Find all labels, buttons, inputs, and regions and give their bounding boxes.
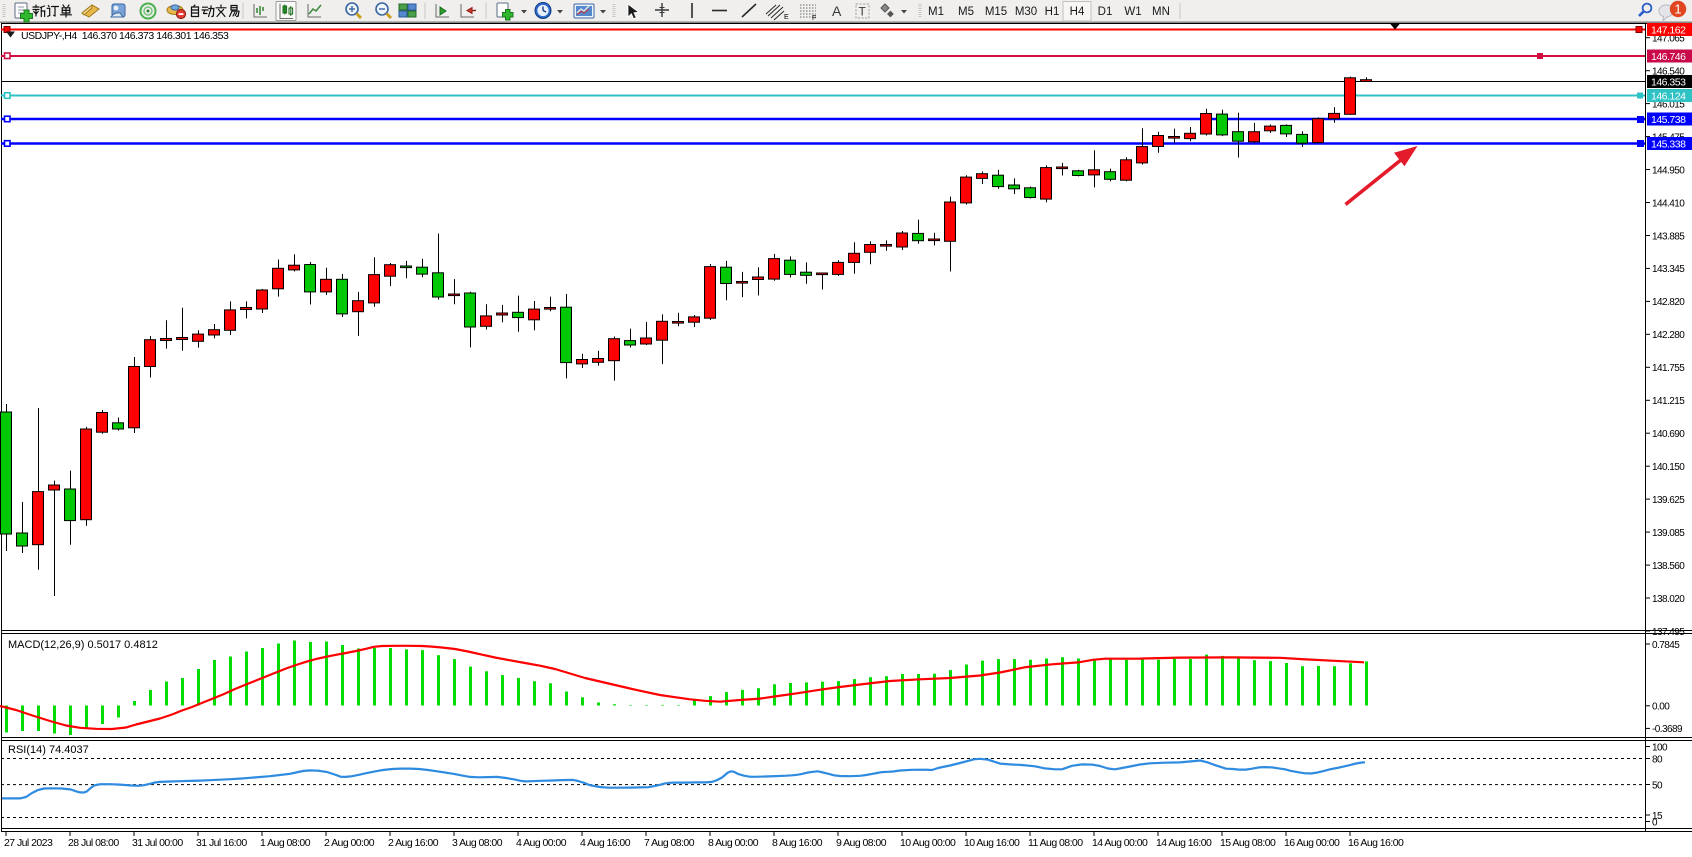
svg-text:145.738: 145.738 — [1651, 114, 1686, 126]
svg-text:3 Aug 08:00: 3 Aug 08:00 — [452, 837, 503, 849]
svg-text:146.353: 146.353 — [1651, 77, 1686, 89]
svg-text:138.560: 138.560 — [1652, 561, 1685, 572]
svg-text:144.950: 144.950 — [1652, 165, 1685, 176]
svg-text:H1: H1 — [1045, 6, 1060, 18]
svg-text:144.410: 144.410 — [1652, 198, 1685, 209]
svg-text:143.345: 143.345 — [1652, 264, 1685, 275]
svg-text:1: 1 — [1674, 2, 1681, 17]
svg-text:143.885: 143.885 — [1652, 231, 1685, 242]
svg-text:146.015: 146.015 — [1652, 99, 1685, 110]
svg-text:M30: M30 — [1015, 6, 1037, 18]
svg-text:141.755: 141.755 — [1652, 363, 1685, 374]
svg-text:139.625: 139.625 — [1652, 495, 1685, 506]
svg-text:15: 15 — [1652, 811, 1663, 822]
svg-text:0.00: 0.00 — [1652, 702, 1670, 713]
svg-text:2 Aug 00:00: 2 Aug 00:00 — [324, 837, 375, 849]
svg-text:15 Aug 08:00: 15 Aug 08:00 — [1220, 837, 1276, 849]
svg-text:10 Aug 00:00: 10 Aug 00:00 — [900, 837, 956, 849]
svg-text:-0.3689: -0.3689 — [1652, 724, 1683, 735]
svg-text:8 Aug 00:00: 8 Aug 00:00 — [708, 837, 759, 849]
svg-text:MACD(12,26,9) 0.5017 0.4812: MACD(12,26,9) 0.5017 0.4812 — [8, 639, 158, 651]
svg-text:137.495: 137.495 — [1652, 627, 1685, 638]
svg-text:50: 50 — [1652, 780, 1663, 791]
svg-text:145.338: 145.338 — [1651, 139, 1686, 151]
svg-text:100: 100 — [1652, 742, 1668, 753]
svg-text:0.7845: 0.7845 — [1652, 640, 1680, 651]
svg-text:0: 0 — [1652, 817, 1658, 828]
svg-text:146.124: 146.124 — [1651, 91, 1686, 103]
svg-text:80: 80 — [1652, 754, 1663, 765]
svg-text:11 Aug 08:00: 11 Aug 08:00 — [1028, 837, 1083, 849]
svg-text:M5: M5 — [958, 6, 974, 18]
svg-text:7 Aug 08:00: 7 Aug 08:00 — [644, 837, 695, 849]
svg-text:140.690: 140.690 — [1652, 429, 1685, 440]
svg-text:139.085: 139.085 — [1652, 528, 1685, 539]
svg-text:W1: W1 — [1124, 6, 1141, 18]
svg-text:31 Jul 16:00: 31 Jul 16:00 — [196, 837, 247, 849]
svg-text:M1: M1 — [928, 6, 944, 18]
svg-text:140.150: 140.150 — [1652, 462, 1685, 473]
svg-text:USDJPY-,H4 146.370 146.373 14: USDJPY-,H4 146.370 146.373 146.301 146.3… — [21, 30, 229, 42]
svg-text:10 Aug 16:00: 10 Aug 16:00 — [964, 837, 1020, 849]
svg-text:RSI(14) 74.4037: RSI(14) 74.4037 — [8, 744, 89, 756]
svg-text:16 Aug 00:00: 16 Aug 00:00 — [1284, 837, 1340, 849]
svg-text:4 Aug 00:00: 4 Aug 00:00 — [516, 837, 567, 849]
svg-text:4 Aug 16:00: 4 Aug 16:00 — [580, 837, 631, 849]
svg-text:138.020: 138.020 — [1652, 594, 1685, 605]
svg-text:142.820: 142.820 — [1652, 297, 1685, 308]
svg-text:146.540: 146.540 — [1652, 67, 1685, 78]
svg-text:H4: H4 — [1070, 6, 1085, 18]
svg-text:147.162: 147.162 — [1651, 25, 1686, 37]
svg-text:142.280: 142.280 — [1652, 330, 1685, 341]
svg-text:E: E — [784, 14, 789, 21]
svg-text:28 Jul 08:00: 28 Jul 08:00 — [68, 837, 119, 849]
svg-text:27 Jul 2023: 27 Jul 2023 — [4, 837, 53, 849]
svg-text:M15: M15 — [985, 6, 1007, 18]
svg-text:T: T — [859, 5, 867, 19]
svg-text:2 Aug 16:00: 2 Aug 16:00 — [388, 837, 439, 849]
svg-text:A: A — [832, 3, 842, 19]
svg-text:F: F — [812, 15, 816, 22]
svg-text:8 Aug 16:00: 8 Aug 16:00 — [772, 837, 823, 849]
svg-text:D1: D1 — [1098, 6, 1113, 18]
svg-text:9 Aug 08:00: 9 Aug 08:00 — [836, 837, 887, 849]
svg-text:1 Aug 08:00: 1 Aug 08:00 — [260, 837, 311, 849]
svg-text:146.746: 146.746 — [1651, 51, 1686, 63]
svg-text:141.215: 141.215 — [1652, 396, 1685, 407]
svg-text:147.065: 147.065 — [1652, 34, 1685, 45]
svg-text:31 Jul 00:00: 31 Jul 00:00 — [132, 837, 183, 849]
svg-text:MN: MN — [1152, 6, 1170, 18]
svg-text:16 Aug 16:00: 16 Aug 16:00 — [1348, 837, 1404, 849]
svg-text:14 Aug 16:00: 14 Aug 16:00 — [1156, 837, 1212, 849]
svg-text:14 Aug 00:00: 14 Aug 00:00 — [1092, 837, 1148, 849]
